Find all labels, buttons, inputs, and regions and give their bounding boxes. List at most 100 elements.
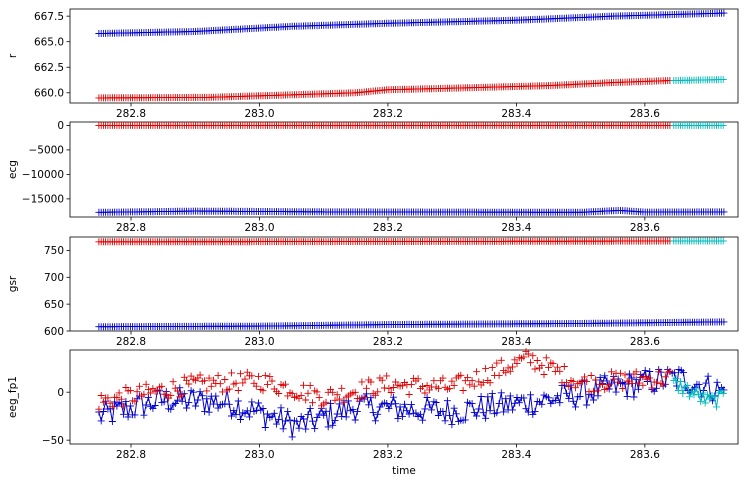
data-point bbox=[661, 373, 669, 381]
data-point bbox=[288, 390, 296, 398]
data-point bbox=[540, 371, 548, 378]
data-point bbox=[353, 407, 361, 415]
data-point bbox=[542, 354, 550, 362]
y-axis-label: gsr bbox=[7, 275, 19, 292]
series-red bbox=[95, 77, 674, 102]
data-point bbox=[356, 395, 364, 403]
data-point bbox=[302, 396, 310, 404]
data-point bbox=[228, 369, 235, 377]
data-point bbox=[688, 387, 696, 395]
data-point bbox=[572, 403, 579, 411]
data-point bbox=[367, 378, 375, 386]
data-point bbox=[304, 411, 312, 419]
data-point bbox=[699, 389, 707, 397]
data-point bbox=[167, 391, 175, 399]
data-point bbox=[207, 382, 215, 390]
data-point bbox=[468, 377, 476, 385]
data-point bbox=[590, 396, 597, 404]
series-blue bbox=[95, 9, 728, 37]
data-point bbox=[515, 399, 523, 407]
data-point bbox=[333, 410, 341, 418]
data-point bbox=[423, 382, 431, 389]
x-tick-label: 283.6 bbox=[630, 336, 660, 348]
data-point bbox=[293, 417, 301, 425]
data-point bbox=[214, 371, 222, 379]
data-point bbox=[311, 425, 319, 433]
data-point bbox=[509, 406, 516, 414]
data-point bbox=[203, 395, 211, 403]
data-point bbox=[585, 388, 593, 396]
data-point bbox=[683, 382, 691, 389]
data-point bbox=[99, 398, 107, 406]
data-point bbox=[270, 409, 278, 417]
y-tick-label: −15000 bbox=[22, 194, 64, 206]
data-point bbox=[115, 389, 123, 397]
series-blue bbox=[95, 366, 728, 441]
data-point bbox=[572, 384, 579, 392]
data-point bbox=[502, 395, 510, 403]
data-point bbox=[252, 382, 260, 390]
x-tick-label: 283.4 bbox=[501, 222, 531, 234]
data-point bbox=[634, 385, 642, 393]
data-point bbox=[533, 357, 541, 364]
y-tick-label: 665.0 bbox=[34, 36, 64, 48]
data-point bbox=[342, 413, 350, 421]
data-point bbox=[695, 390, 702, 398]
data-point bbox=[479, 409, 487, 417]
data-point bbox=[601, 372, 609, 380]
data-point bbox=[434, 385, 442, 393]
data-point bbox=[322, 398, 330, 406]
data-point bbox=[719, 390, 727, 397]
data-point bbox=[486, 379, 494, 387]
data-point bbox=[421, 405, 429, 413]
data-point bbox=[383, 372, 391, 380]
data-point bbox=[108, 418, 116, 425]
data-point bbox=[720, 318, 728, 326]
plot-frame bbox=[69, 121, 739, 218]
data-point bbox=[142, 401, 150, 409]
data-point bbox=[277, 404, 285, 412]
data-point bbox=[425, 401, 433, 409]
data-point bbox=[634, 379, 642, 387]
series-cyan bbox=[670, 375, 727, 411]
x-tick-label: 283.6 bbox=[630, 108, 660, 120]
data-point bbox=[264, 410, 271, 418]
data-point bbox=[329, 388, 337, 396]
x-tick-label: 283.6 bbox=[630, 222, 660, 234]
data-point bbox=[259, 387, 267, 395]
x-tick-label: 283.4 bbox=[501, 449, 531, 461]
data-point bbox=[210, 400, 218, 408]
data-point bbox=[239, 379, 247, 387]
data-point bbox=[237, 416, 244, 423]
data-point bbox=[120, 402, 128, 410]
data-point bbox=[315, 394, 323, 402]
data-point bbox=[578, 377, 586, 385]
data-point bbox=[450, 382, 458, 390]
data-point bbox=[167, 405, 175, 413]
x-tick-label: 283.2 bbox=[373, 336, 403, 348]
data-point bbox=[565, 395, 573, 403]
data-point bbox=[495, 371, 503, 379]
x-tick-label: 283.0 bbox=[244, 108, 274, 120]
series-red bbox=[95, 348, 674, 413]
x-tick-label: 282.8 bbox=[116, 449, 146, 461]
data-point bbox=[196, 371, 204, 379]
data-point bbox=[140, 411, 148, 419]
data-point bbox=[524, 350, 532, 358]
data-point bbox=[569, 377, 577, 385]
data-point bbox=[679, 390, 687, 398]
x-tick-label: 283.6 bbox=[630, 449, 660, 461]
data-point bbox=[122, 397, 130, 405]
data-point bbox=[713, 403, 720, 411]
data-point bbox=[497, 356, 505, 364]
data-point bbox=[228, 412, 235, 420]
y-tick-label: 750 bbox=[44, 245, 64, 257]
data-point bbox=[605, 380, 613, 388]
data-point bbox=[183, 404, 191, 412]
data-point bbox=[670, 369, 678, 377]
data-point bbox=[120, 410, 128, 418]
data-point bbox=[500, 408, 508, 416]
data-point bbox=[621, 371, 629, 379]
data-point bbox=[259, 405, 267, 412]
y-axis-label: r bbox=[7, 53, 19, 58]
